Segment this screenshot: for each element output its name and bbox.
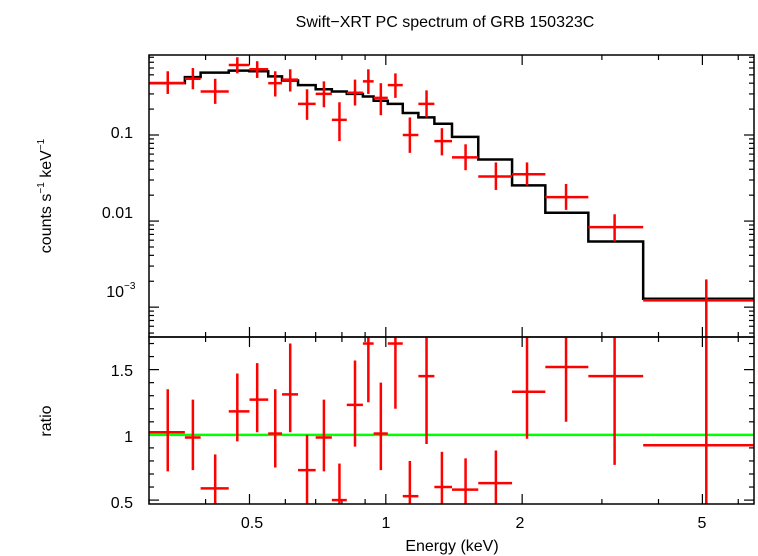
ratio-data-point: [588, 337, 644, 465]
chart-title: Swift−XRT PC spectrum of GRB 150323C: [296, 14, 595, 31]
spectrum-data-point: [200, 78, 229, 104]
ytick-label-1.5: 1.5: [111, 363, 133, 380]
xtick-label-0.5: 0.5: [241, 515, 263, 532]
bottom-panel: 1.5 1 0.5 0.5 1 2 5 Energy (keV) ratio: [38, 336, 755, 555]
spectrum-data-point: [184, 68, 201, 90]
xtick-label-5: 5: [698, 515, 707, 532]
ratio-data-point: [249, 363, 269, 433]
ytick-label-1e-3-exponent: −3: [124, 281, 136, 292]
model-curve: [149, 69, 754, 301]
ylabel-middle: keV: [38, 150, 55, 182]
ratio-data-point: [643, 337, 754, 504]
top-panel-ticks: [148, 55, 754, 337]
ytick-label-1e-3: 10: [106, 284, 124, 301]
ratio-data-point: [346, 360, 363, 447]
ratio-data-point: [184, 399, 201, 471]
ytick-label-0.01: 0.01: [102, 205, 133, 222]
spectrum-data-point: [588, 214, 644, 242]
ytick-label-1: 1: [124, 429, 133, 446]
ylabel-exponent-1: −1: [36, 182, 47, 194]
spectrum-data-point: [418, 90, 435, 118]
spectrum-data-point: [331, 102, 347, 142]
ratio-axis-label: ratio: [38, 405, 55, 436]
ratio-data-point: [200, 454, 229, 504]
bottom-panel-frame: [148, 336, 755, 505]
top-y-axis-label: counts s−1 keV−1: [36, 138, 55, 253]
spectrum-data-point: [478, 162, 513, 190]
spectrum-data-point: [434, 128, 453, 156]
ratio-data-point: [478, 450, 513, 504]
spectrum-data-point: [402, 117, 419, 153]
ratio-data-points: [149, 337, 754, 504]
ratio-data-point: [268, 389, 283, 468]
ratio-data-point: [452, 458, 479, 504]
ratio-data-point: [373, 382, 388, 471]
spectrum-data-point: [387, 73, 403, 98]
spectrum-data-point: [373, 83, 388, 116]
ratio-data-point: [402, 460, 419, 504]
spectrum-data-point: [249, 61, 269, 78]
ytick-label-0.5: 0.5: [111, 495, 133, 512]
ratio-data-point: [331, 463, 347, 504]
ratio-data-point: [434, 451, 453, 504]
ratio-data-point: [315, 399, 332, 472]
xtick-label-1: 1: [382, 515, 391, 532]
spectrum-data-point: [512, 162, 546, 186]
spectrum-data-point: [228, 57, 250, 74]
ratio-data-point: [298, 434, 316, 504]
ratio-data-point: [418, 337, 435, 444]
ratio-data-point: [228, 373, 250, 442]
ytick-label-0.1: 0.1: [111, 125, 133, 142]
x-axis-label: Energy (keV): [405, 538, 498, 555]
spectrum-data-point: [298, 89, 316, 120]
spectrum-data-point: [643, 279, 754, 337]
spectrum-data-point: [268, 71, 283, 97]
model-step-line: [149, 69, 754, 301]
ratio-data-point: [545, 337, 589, 422]
ratio-data-point: [362, 337, 374, 403]
svg-text:counts s−1 keV−1: counts s−1 keV−1: [36, 138, 55, 253]
spectrum-data-point: [282, 69, 299, 92]
top-panel: 0.1 0.01 10 −3 counts s−1 keV−1: [36, 54, 755, 338]
ratio-data-point: [282, 343, 299, 433]
ratio-data-point: [387, 337, 403, 409]
spectrum-data-point: [315, 81, 332, 108]
spectrum-data-point: [545, 183, 589, 210]
spectrum-data-point: [362, 69, 374, 94]
ylabel-exponent-2: −1: [36, 138, 47, 150]
xtick-label-2: 2: [516, 515, 525, 532]
ratio-data-point: [149, 389, 185, 472]
ylabel-base: counts s: [38, 194, 55, 254]
ratio-data-point: [512, 337, 546, 439]
spectrum-data-point: [452, 144, 479, 171]
spectrum-data-point: [346, 79, 363, 106]
spectrum-data-point: [149, 71, 185, 94]
spectrum-data-points: [149, 57, 754, 337]
